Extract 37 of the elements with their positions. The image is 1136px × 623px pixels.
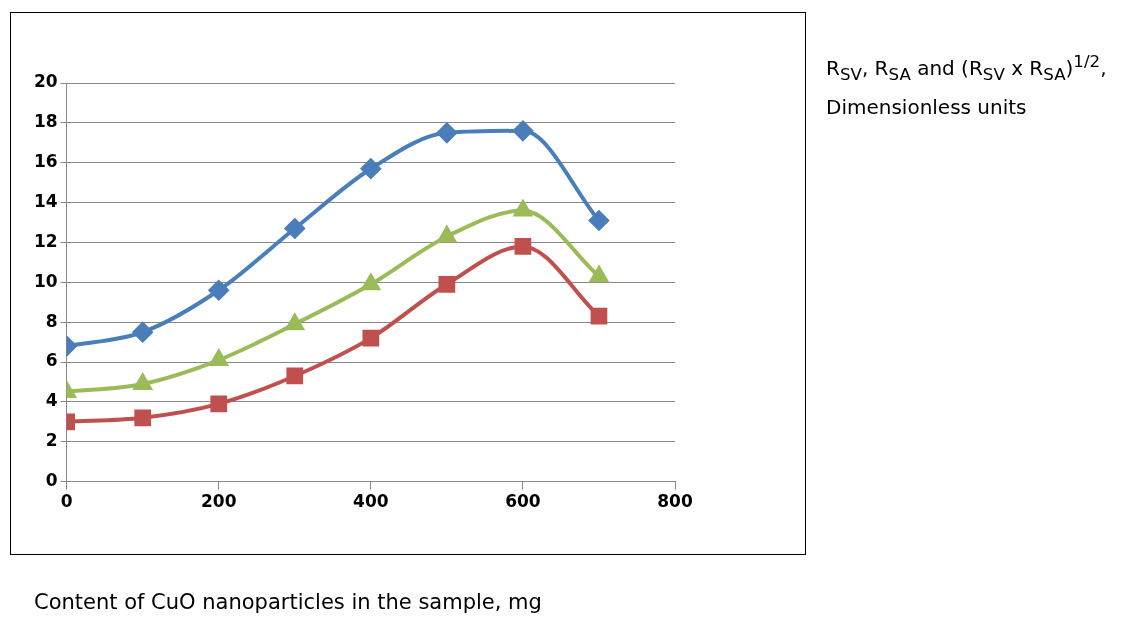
- point: [590, 307, 608, 325]
- point: [132, 322, 153, 343]
- y-tick-label: 20: [33, 71, 58, 92]
- point: [588, 210, 609, 231]
- point: [590, 266, 608, 283]
- point: [284, 218, 305, 239]
- point: [512, 120, 533, 141]
- y-tick-label: 12: [33, 230, 58, 251]
- point: [437, 226, 456, 243]
- text: R$_{SV}$, R$_{SA}$ and (R$_{SV}$ x R$_{SA}$)$^{1/2}$, Dimensionless units: [826, 52, 1107, 119]
- x-tick-label: 800: [657, 491, 693, 512]
- point: [134, 409, 152, 427]
- point: [514, 238, 532, 255]
- y-tick-label: 10: [33, 270, 58, 291]
- point: [208, 280, 229, 301]
- point: [360, 158, 381, 179]
- y-tick-label: 14: [33, 191, 58, 211]
- y-tick-label: 6: [45, 350, 58, 371]
- y-tick-label: 16: [33, 151, 58, 172]
- x-tick-label: 0: [60, 491, 73, 512]
- y-tick-label: 2: [45, 430, 58, 451]
- y-tick-label: 4: [45, 390, 58, 411]
- point: [361, 274, 380, 291]
- point: [362, 329, 380, 347]
- point: [210, 395, 228, 413]
- point: [286, 367, 304, 385]
- x-tick-label: 400: [353, 491, 389, 512]
- x-axis-title: Content of CuO nanoparticles in the sample, mg: [34, 590, 542, 614]
- x-tick-label: 200: [200, 491, 237, 512]
- x-tick-label: 600: [505, 491, 541, 512]
- point: [285, 314, 304, 331]
- y-tick-label: 8: [45, 310, 58, 331]
- point: [436, 122, 457, 143]
- y-tick-label: 0: [45, 470, 58, 491]
- point: [438, 275, 456, 293]
- point: [209, 350, 228, 367]
- y-tick-label: 18: [33, 111, 58, 132]
